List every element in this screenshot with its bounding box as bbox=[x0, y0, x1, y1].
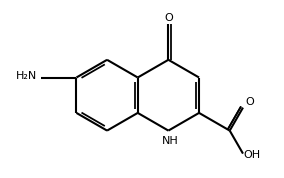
Text: O: O bbox=[164, 13, 173, 23]
Text: OH: OH bbox=[244, 150, 261, 160]
Text: H₂N: H₂N bbox=[16, 71, 37, 82]
Text: O: O bbox=[246, 97, 254, 107]
Text: NH: NH bbox=[162, 135, 179, 146]
